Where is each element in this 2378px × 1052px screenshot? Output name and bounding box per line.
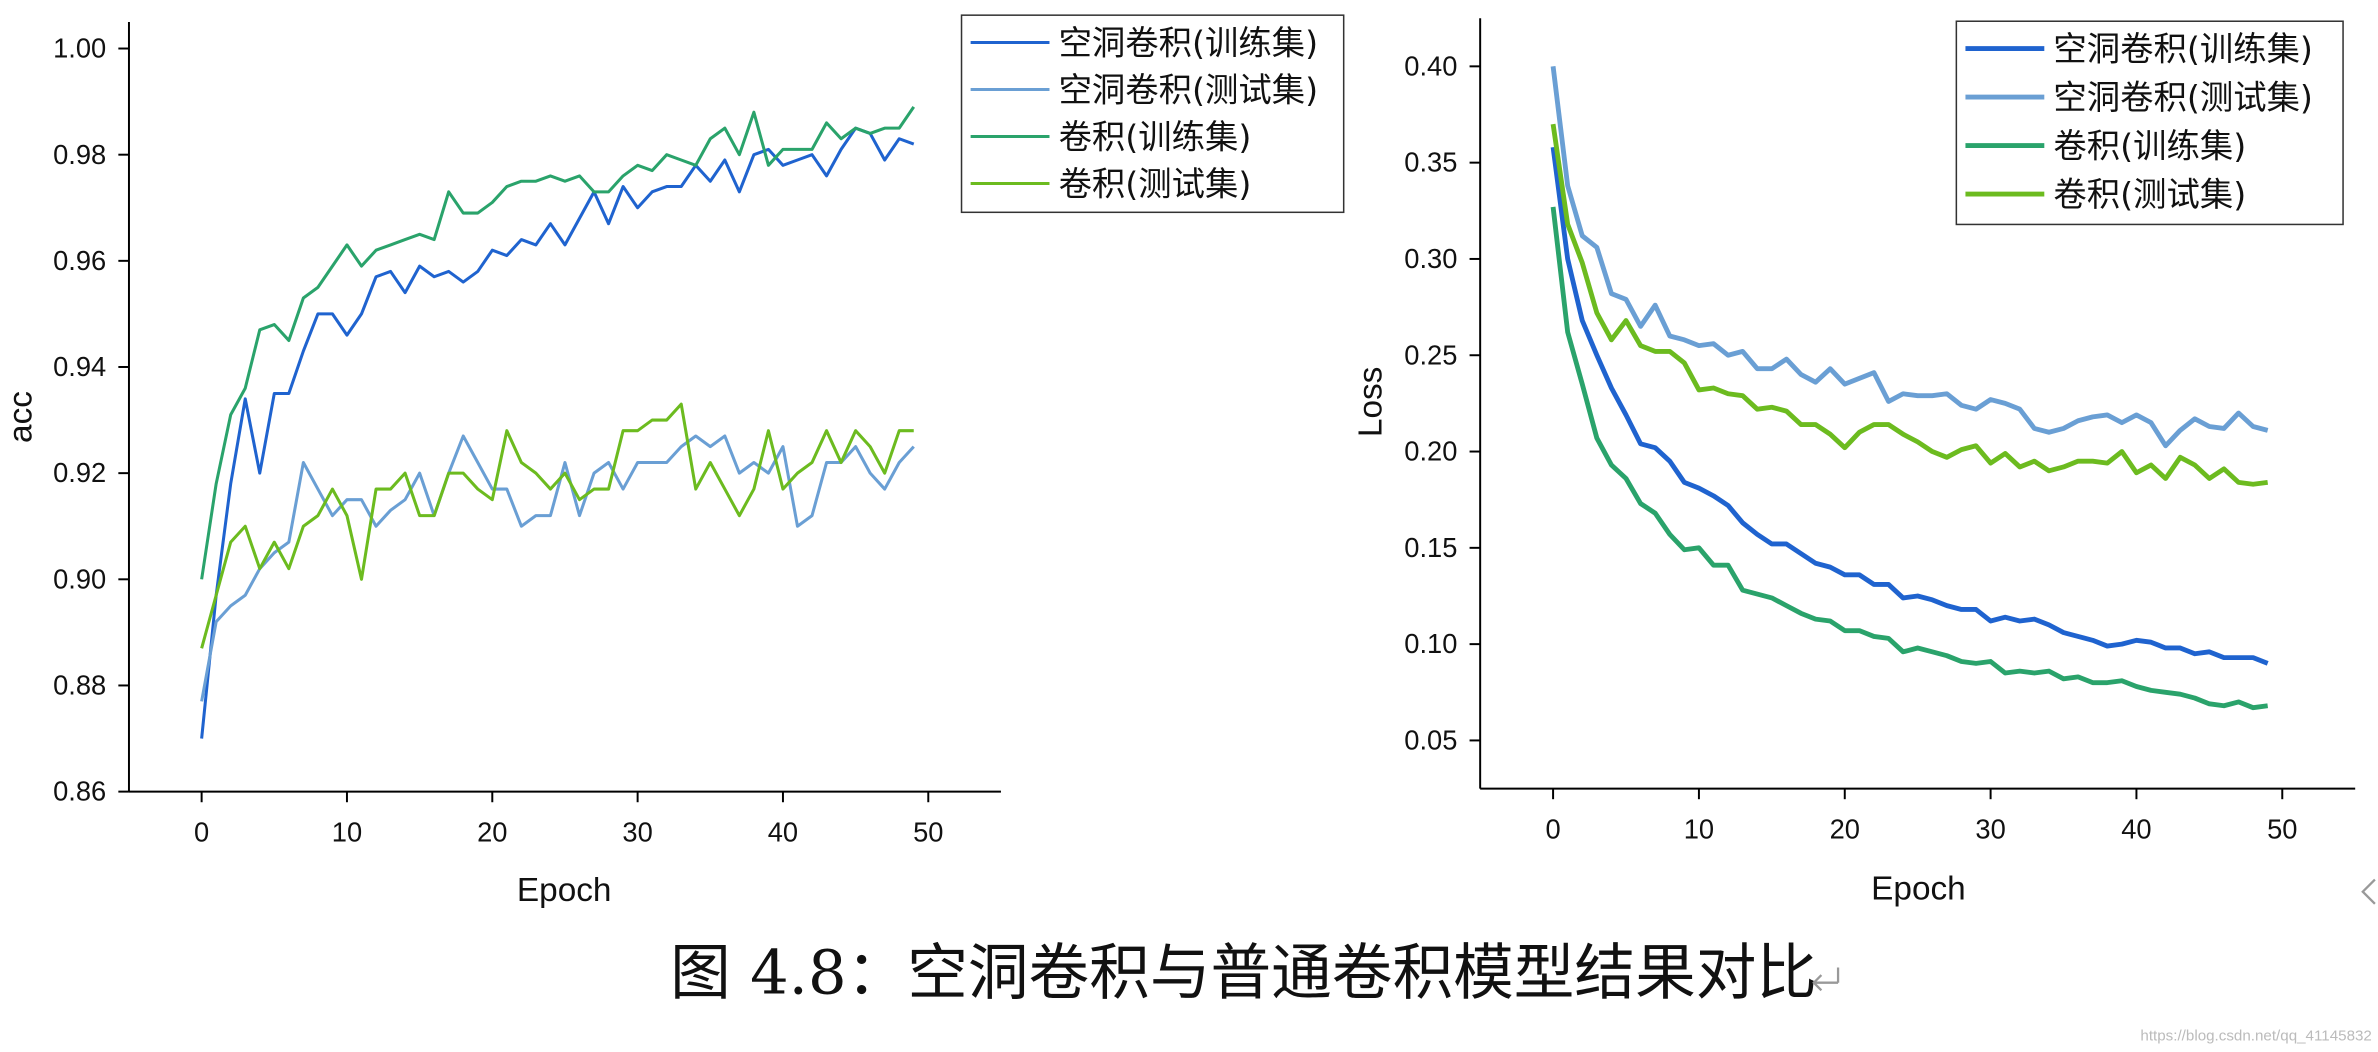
line-series — [200, 126, 915, 739]
y-tick-label: 0.15 — [1404, 532, 1457, 563]
x-tick-label: 10 — [1684, 814, 1714, 845]
chart: 0 10 20 30 40 50 0.86 0.88 0.90 0.92 0.94 0.96 0.98 1… — [3, 14, 1345, 909]
chart: 0 10 20 30 40 50 0.05 0.10 0.15 0.20 0.25 0.30 0.35 0… — [1352, 18, 2356, 907]
y-tick-label: 0.92 — [53, 457, 106, 488]
y-axis-label: Loss — [1352, 367, 1389, 437]
x-tick-label: 40 — [2121, 814, 2151, 845]
y-tick-label: 0.88 — [53, 670, 106, 701]
x-axis-label: Epoch — [1871, 870, 1966, 907]
watermark: https://blog.csdn.net/qq_41145832 — [2140, 1027, 2371, 1044]
y-tick-label: 0.96 — [53, 245, 106, 276]
x-tick-label: 0 — [194, 817, 209, 848]
line-series — [1550, 66, 2269, 449]
paragraph-mark — [1812, 967, 1840, 992]
x-tick-label: 10 — [332, 817, 362, 848]
x-tick-label: 20 — [1830, 814, 1860, 845]
line-series — [200, 402, 914, 649]
legend-label: 空洞卷积(训练集) — [1059, 24, 1319, 63]
legend-label: 卷积(训练集) — [1059, 118, 1252, 157]
legend-label: 卷积(测试集) — [1059, 165, 1252, 204]
y-tick-label: 0.20 — [1404, 436, 1457, 467]
y-tick-label: 0.98 — [53, 139, 106, 170]
x-tick-label: 30 — [622, 817, 652, 848]
x-tick-label: 50 — [913, 817, 943, 848]
x-tick-label: 0 — [1545, 814, 1560, 845]
caption: 图 4.8：空洞卷积与普通卷积模型结果对比 — [670, 938, 1817, 1008]
y-tick-label: 0.40 — [1404, 50, 1457, 81]
line-series — [1550, 206, 2269, 711]
y-tick-label: 0.35 — [1404, 147, 1457, 178]
x-tick-label: 30 — [1975, 814, 2005, 845]
y-tick-label: 0.30 — [1404, 243, 1457, 274]
x-tick-label: 20 — [477, 817, 507, 848]
x-axis-label: Epoch — [517, 872, 612, 909]
legend-label: 空洞卷积(训练集) — [2053, 30, 2313, 69]
legend-box — [960, 14, 1345, 214]
line-series — [1550, 123, 2269, 487]
line-series — [200, 434, 915, 702]
y-tick-label: 0.10 — [1404, 628, 1457, 659]
y-tick-label: 0.05 — [1404, 725, 1457, 756]
y-tick-label: 1.00 — [53, 33, 106, 64]
legend-label: 卷积(测试集) — [2053, 175, 2246, 214]
x-tick-label: 40 — [768, 817, 798, 848]
y-tick-label: 0.25 — [1404, 339, 1457, 370]
paragraph-mark — [2361, 878, 2376, 905]
x-tick-label: 50 — [2267, 814, 2297, 845]
legend-label: 空洞卷积(测试集) — [1059, 71, 1319, 110]
y-axis-label: acc — [3, 391, 40, 443]
y-tick-label: 0.86 — [53, 776, 106, 807]
legend-label: 卷积(训练集) — [2053, 127, 2246, 166]
y-tick-label: 0.90 — [53, 563, 106, 594]
line-series — [1550, 146, 2269, 666]
legend-box — [1955, 20, 2344, 226]
legend-label: 空洞卷积(测试集) — [2053, 78, 2313, 117]
y-tick-label: 0.94 — [53, 351, 106, 382]
line-series — [200, 106, 916, 580]
